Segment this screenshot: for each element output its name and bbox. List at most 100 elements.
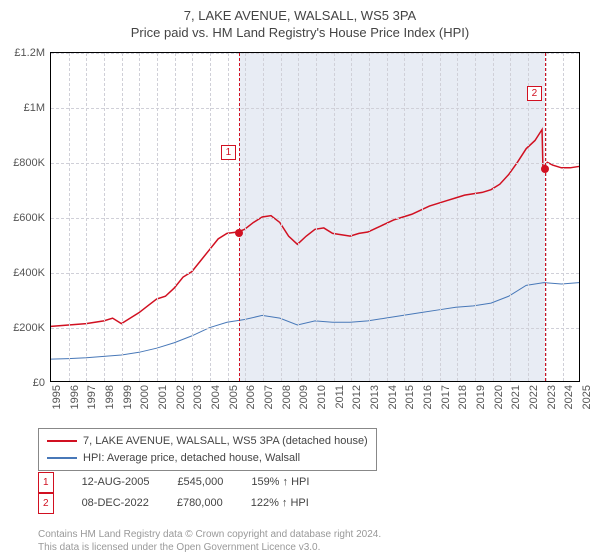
x-gridline: [475, 53, 476, 381]
x-axis-label: 2018: [457, 385, 469, 409]
sale-date-1: 12-AUG-2005: [82, 472, 150, 493]
sale-price-1: £545,000: [177, 472, 223, 493]
title-block: 7, LAKE AVENUE, WALSALL, WS5 3PA Price p…: [0, 0, 600, 40]
y-axis-label: £600K: [13, 212, 45, 224]
x-axis-label: 2024: [563, 385, 575, 409]
y-gridline: [51, 273, 579, 274]
y-gridline: [51, 218, 579, 219]
x-gridline: [510, 53, 511, 381]
x-gridline: [528, 53, 529, 381]
x-gridline: [546, 53, 547, 381]
y-gridline: [51, 53, 579, 54]
x-gridline: [281, 53, 282, 381]
x-axis-label: 2000: [139, 385, 151, 409]
x-gridline: [369, 53, 370, 381]
sale-number-2: 2: [38, 493, 54, 514]
sale-date-2: 08-DEC-2022: [82, 493, 149, 514]
legend-label-price: 7, LAKE AVENUE, WALSALL, WS5 3PA (detach…: [83, 433, 368, 450]
plot-region: £0£200K£400K£600K£800K£1M£1.2M1995199619…: [50, 52, 580, 382]
x-axis-label: 1995: [51, 385, 63, 409]
sale-dot: [235, 229, 243, 237]
x-gridline: [69, 53, 70, 381]
y-gridline: [51, 163, 579, 164]
x-gridline: [457, 53, 458, 381]
x-axis-label: 2008: [281, 385, 293, 409]
x-gridline: [422, 53, 423, 381]
x-axis-label: 2001: [157, 385, 169, 409]
x-axis-label: 2009: [298, 385, 310, 409]
legend: 7, LAKE AVENUE, WALSALL, WS5 3PA (detach…: [38, 428, 377, 471]
x-axis-label: 2002: [175, 385, 187, 409]
x-axis-label: 2012: [351, 385, 363, 409]
legend-row-hpi: HPI: Average price, detached house, Wals…: [47, 450, 368, 467]
x-axis-label: 1997: [86, 385, 98, 409]
y-axis-label: £0: [33, 377, 45, 389]
x-gridline: [228, 53, 229, 381]
y-axis-label: £1.2M: [14, 47, 45, 59]
y-gridline: [51, 108, 579, 109]
x-axis-label: 2014: [387, 385, 399, 409]
x-gridline: [334, 53, 335, 381]
legend-label-hpi: HPI: Average price, detached house, Wals…: [83, 450, 300, 467]
x-axis-label: 2005: [228, 385, 240, 409]
x-axis-label: 2004: [210, 385, 222, 409]
x-axis-label: 2011: [334, 385, 346, 409]
sale-vshpi-1: 159% ↑ HPI: [251, 472, 309, 493]
x-gridline: [175, 53, 176, 381]
x-axis-label: 2017: [440, 385, 452, 409]
sales-row-2: 2 08-DEC-2022 £780,000 122% ↑ HPI: [38, 493, 309, 514]
sales-table: 1 12-AUG-2005 £545,000 159% ↑ HPI 2 08-D…: [38, 472, 309, 514]
x-gridline: [139, 53, 140, 381]
x-gridline: [563, 53, 564, 381]
chart-svg: [51, 53, 579, 381]
sale-marker: 2: [527, 86, 543, 101]
x-gridline: [245, 53, 246, 381]
x-gridline: [298, 53, 299, 381]
x-axis-label: 2019: [475, 385, 487, 409]
sale-vshpi-2: 122% ↑ HPI: [251, 493, 309, 514]
y-axis-label: £1M: [24, 102, 45, 114]
x-axis-label: 2021: [510, 385, 522, 409]
sale-dot: [541, 165, 549, 173]
x-gridline: [440, 53, 441, 381]
x-gridline: [493, 53, 494, 381]
chart-container: 7, LAKE AVENUE, WALSALL, WS5 3PA Price p…: [0, 0, 600, 560]
x-gridline: [263, 53, 264, 381]
y-axis-label: £200K: [13, 322, 45, 334]
chart-area: £0£200K£400K£600K£800K£1M£1.2M1995199619…: [50, 52, 580, 382]
title-main: 7, LAKE AVENUE, WALSALL, WS5 3PA: [0, 8, 600, 23]
x-gridline: [351, 53, 352, 381]
x-gridline: [210, 53, 211, 381]
sale-marker: 1: [221, 145, 237, 160]
x-axis-label: 2016: [422, 385, 434, 409]
legend-swatch-price: [47, 440, 77, 442]
x-gridline: [316, 53, 317, 381]
x-gridline: [157, 53, 158, 381]
x-axis-label: 2006: [245, 385, 257, 409]
x-gridline: [104, 53, 105, 381]
x-axis-label: 2003: [192, 385, 204, 409]
series-line: [51, 130, 579, 327]
x-axis-label: 1998: [104, 385, 116, 409]
y-axis-label: £400K: [13, 267, 45, 279]
sale-price-2: £780,000: [177, 493, 223, 514]
x-gridline: [86, 53, 87, 381]
sale-vline: [545, 53, 546, 381]
x-axis-label: 2022: [528, 385, 540, 409]
x-gridline: [404, 53, 405, 381]
x-axis-label: 1996: [69, 385, 81, 409]
x-axis-label: 1999: [122, 385, 134, 409]
y-gridline: [51, 328, 579, 329]
x-axis-label: 2010: [316, 385, 328, 409]
legend-row-price: 7, LAKE AVENUE, WALSALL, WS5 3PA (detach…: [47, 433, 368, 450]
x-gridline: [387, 53, 388, 381]
x-axis-label: 2013: [369, 385, 381, 409]
x-axis-label: 2023: [546, 385, 558, 409]
series-line: [51, 283, 579, 360]
x-axis-label: 2007: [263, 385, 275, 409]
sale-number-1: 1: [38, 472, 54, 493]
legend-swatch-hpi: [47, 457, 77, 459]
x-gridline: [192, 53, 193, 381]
x-axis-label: 2025: [581, 385, 593, 409]
sales-row-1: 1 12-AUG-2005 £545,000 159% ↑ HPI: [38, 472, 309, 493]
